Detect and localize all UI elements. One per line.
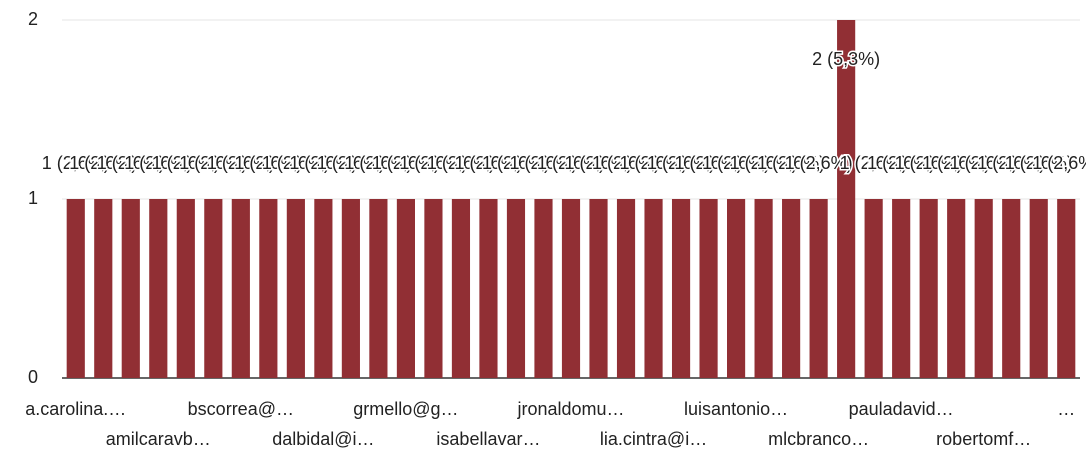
data-label: 1 (2,6%) — [427, 153, 495, 173]
bar — [561, 199, 581, 378]
data-label: 1 (2,6%) — [179, 153, 247, 173]
bar — [809, 199, 828, 378]
data-label: 1 (2,6%) — [262, 153, 330, 173]
x-tick-label: isabellavar… — [436, 429, 540, 449]
bar — [974, 199, 993, 378]
data-label: 1 (2,6%) — [399, 153, 467, 173]
x-tick-label: … — [1057, 399, 1075, 419]
data-label: 1 (2,6%) — [97, 153, 165, 173]
bar — [94, 199, 113, 378]
data-label: 1 (2,6%) — [69, 153, 137, 173]
bar — [1029, 199, 1048, 378]
y-tick-label: 1 — [28, 188, 38, 208]
data-label: 1 (2,6%) — [482, 153, 550, 173]
bar — [837, 20, 856, 378]
data-label: 1 (2,6%) — [1032, 153, 1086, 173]
bar — [1002, 199, 1021, 378]
bar — [782, 199, 801, 378]
data-label: 1 (2,6%) — [564, 153, 632, 173]
data-label: 1 (2,6%) — [922, 153, 990, 173]
data-label: 1 (2,6%) — [647, 153, 715, 173]
data-label: 1 (2,6%) — [289, 153, 357, 173]
bar — [424, 199, 443, 378]
x-tick-label: a.carolina.… — [25, 399, 126, 419]
bar — [176, 199, 195, 378]
bar — [369, 199, 388, 378]
x-tick-label: luisantonio… — [684, 399, 788, 419]
bar — [671, 199, 691, 378]
data-label: 1 (2,6%) — [675, 153, 743, 173]
data-label: 1 (2,6%) — [454, 153, 522, 173]
bar — [231, 199, 250, 378]
x-tick-label: mlcbranco… — [768, 429, 869, 449]
data-label: 1 (2,6%) — [234, 153, 302, 173]
bar — [149, 199, 168, 378]
data-label: 1 (2,6%) — [702, 153, 770, 173]
data-label: 1 (2,6%) — [207, 153, 275, 173]
bar — [699, 199, 718, 378]
data-label: 1 (2,6%) — [344, 153, 412, 173]
bar — [616, 199, 636, 378]
bar — [396, 199, 415, 378]
bar — [754, 199, 773, 378]
data-label: 1 (2,6%) — [757, 153, 825, 173]
data-label: 1 (2,6%) — [620, 153, 688, 173]
data-label: 1 (2,6%) — [895, 153, 963, 173]
data-label: 1 (2,6%) — [537, 153, 605, 173]
data-label: 1 (2,6%) — [592, 153, 660, 173]
data-label: 1 (2,6%) — [785, 153, 853, 173]
bar — [66, 199, 85, 378]
data-label: 1 (2,6%) — [950, 153, 1018, 173]
bar — [341, 199, 360, 378]
data-label: 1 (2,6%) — [840, 153, 908, 173]
data-label: 2 (5,3%) — [812, 49, 880, 69]
data-label: 1 (2,6%) — [977, 153, 1045, 173]
bar — [919, 199, 938, 378]
bar — [892, 199, 911, 378]
x-tick-label: lia.cintra@i… — [600, 429, 707, 449]
bar — [259, 199, 278, 378]
bar — [644, 199, 663, 378]
data-label: 1 (2,6%) — [1005, 153, 1073, 173]
x-tick-label: amilcaravb… — [106, 429, 211, 449]
data-label: 1 (2,6%) — [730, 153, 798, 173]
bar — [479, 199, 498, 378]
data-label: 1 (2,6%) — [372, 153, 440, 173]
x-tick-label: pauladavid… — [849, 399, 954, 419]
x-tick-label: bscorrea@… — [188, 399, 294, 419]
y-tick-label: 0 — [28, 367, 38, 387]
x-tick-label: jronaldomu… — [516, 399, 624, 419]
bar — [204, 199, 223, 378]
data-label: 1 (2,6%) — [867, 153, 935, 173]
bar — [121, 199, 140, 378]
bar — [506, 199, 526, 378]
bar — [947, 199, 966, 378]
data-label: 1 (2,6%) — [509, 153, 577, 173]
data-label: 1 (2,6%) — [124, 153, 192, 173]
data-label: 1 (2,6%) — [317, 153, 385, 173]
x-tick-label: grmello@g… — [353, 399, 458, 419]
bar — [864, 199, 883, 378]
bar — [727, 199, 746, 378]
bar — [314, 199, 333, 378]
y-tick-label: 2 — [28, 9, 38, 29]
bar — [451, 199, 471, 378]
bar — [534, 199, 553, 378]
bar — [1057, 199, 1076, 378]
data-label: 1 (2,6%) — [42, 153, 110, 173]
bar — [286, 199, 305, 378]
x-tick-label: robertomf… — [936, 429, 1031, 449]
x-tick-label: dalbidal@i… — [272, 429, 374, 449]
bar — [589, 199, 608, 378]
data-label: 1 (2,6%) — [152, 153, 220, 173]
